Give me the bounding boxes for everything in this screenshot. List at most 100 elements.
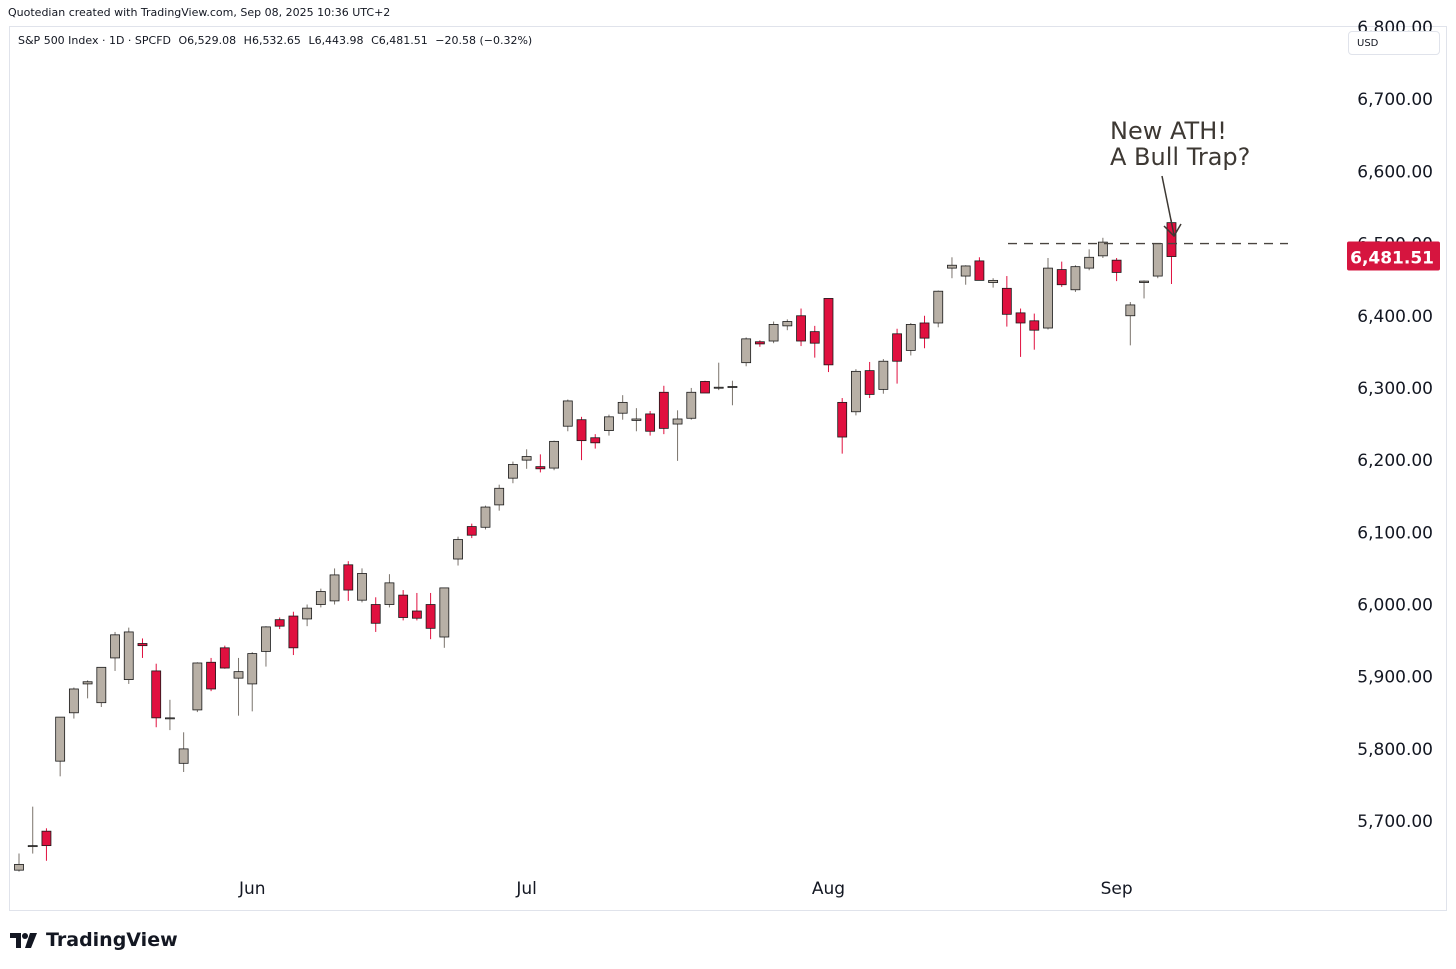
candle-body: [315, 591, 326, 605]
candle-body: [535, 466, 546, 470]
candle-body: [892, 333, 902, 362]
candle: [411, 592, 422, 621]
x-tick-label: Jul: [515, 879, 537, 899]
candle: [425, 592, 436, 640]
candle: [864, 361, 875, 399]
candle-body: [357, 573, 367, 601]
candle-body: [631, 418, 642, 421]
price-axis: 5,700.00 5,800.00 5,900.00 6,000.00 6,100.00…: [1347, 18, 1440, 832]
candle-body: [466, 526, 477, 536]
candle: [960, 265, 971, 285]
candle-body: [480, 506, 491, 528]
candle: [480, 505, 491, 530]
candle: [82, 680, 93, 699]
candle-body: [672, 418, 683, 425]
candle: [672, 410, 683, 461]
candle-body: [562, 400, 573, 427]
candle: [55, 716, 66, 777]
candle: [892, 328, 902, 384]
candle-body: [1029, 320, 1040, 331]
legend-low: L6,443.98: [308, 34, 364, 47]
candle-body: [988, 279, 999, 283]
candle: [631, 408, 642, 432]
candle: [645, 411, 656, 436]
candle-body: [1125, 304, 1136, 317]
candle-body: [727, 386, 738, 388]
x-tick-label: Sep: [1101, 879, 1133, 899]
candle-body: [549, 440, 559, 469]
y-tick-label: 6,700.00: [1357, 90, 1433, 110]
candle-body: [27, 845, 38, 848]
legend-high: H6,532.65: [243, 34, 301, 47]
symbol-legend: S&P 500 Index · 1D · SPCFD O6,529.08 H6,…: [18, 34, 536, 47]
candle: [302, 604, 313, 627]
candle: [68, 687, 79, 719]
last-price-badge: [1347, 241, 1440, 271]
candle: [261, 626, 271, 667]
candle-body: [919, 322, 930, 339]
candle-body: [700, 381, 710, 394]
candle: [988, 278, 999, 288]
candle-body: [1111, 259, 1122, 273]
legend-close: C6,481.51: [371, 34, 428, 47]
candle-body: [851, 370, 861, 413]
candle: [713, 362, 724, 391]
candle: [41, 828, 52, 861]
candle: [110, 631, 120, 671]
candle: [123, 627, 134, 684]
candle: [562, 399, 573, 432]
candle: [1097, 237, 1108, 259]
candle: [508, 461, 518, 484]
candle-body: [274, 619, 285, 627]
candle-body: [384, 582, 395, 605]
candle-body: [453, 539, 463, 560]
x-tick-label: Aug: [812, 879, 845, 899]
candle-body: [41, 830, 52, 847]
candle-body: [947, 264, 957, 269]
candle-body: [782, 321, 793, 327]
candle: [590, 434, 601, 449]
candle-body: [14, 863, 24, 871]
candle-body: [123, 631, 134, 680]
candle: [549, 440, 559, 471]
chart-frame: [9, 26, 1447, 911]
candle: [535, 454, 546, 473]
currency-selector[interactable]: USD: [1348, 31, 1440, 55]
candle-body: [411, 610, 422, 619]
candle-body: [1152, 243, 1163, 277]
candle: [137, 638, 148, 658]
candle-body: [151, 670, 162, 719]
tradingview-brand[interactable]: TradingView: [10, 929, 178, 951]
candle-body: [508, 464, 518, 479]
candle-body: [590, 437, 601, 444]
candle: [219, 645, 230, 669]
candle: [398, 590, 409, 621]
annotation-text: A Bull Trap?: [1110, 143, 1250, 171]
annotations-layer: New ATH!A Bull Trap?: [1008, 117, 1288, 245]
last-price-label: 6,481.51: [1350, 249, 1434, 269]
candle: [823, 298, 834, 373]
legend-change: −20.58 (−0.32%): [435, 34, 533, 47]
chart-credit: Quotedian created with TradingView.com, …: [8, 6, 391, 19]
candle: [754, 340, 765, 347]
candle-body: [658, 391, 669, 429]
annotation-arrow: [1161, 175, 1175, 236]
candle-body: [1056, 269, 1067, 286]
candle: [796, 308, 806, 347]
candle-body: [604, 416, 614, 431]
candle-body: [370, 604, 381, 624]
candle-body: [1015, 312, 1026, 324]
candle: [782, 319, 793, 331]
candle-body: [439, 587, 450, 638]
candle-body: [878, 360, 889, 390]
candle: [466, 523, 477, 539]
candle-body: [165, 717, 175, 720]
tradingview-logo-icon: [10, 933, 37, 948]
candle-body: [1139, 280, 1149, 283]
candle-body: [425, 604, 436, 629]
candle: [384, 574, 395, 608]
candle-body: [1084, 256, 1095, 269]
candle-body: [329, 574, 340, 602]
y-tick-label: 5,900.00: [1357, 668, 1433, 688]
